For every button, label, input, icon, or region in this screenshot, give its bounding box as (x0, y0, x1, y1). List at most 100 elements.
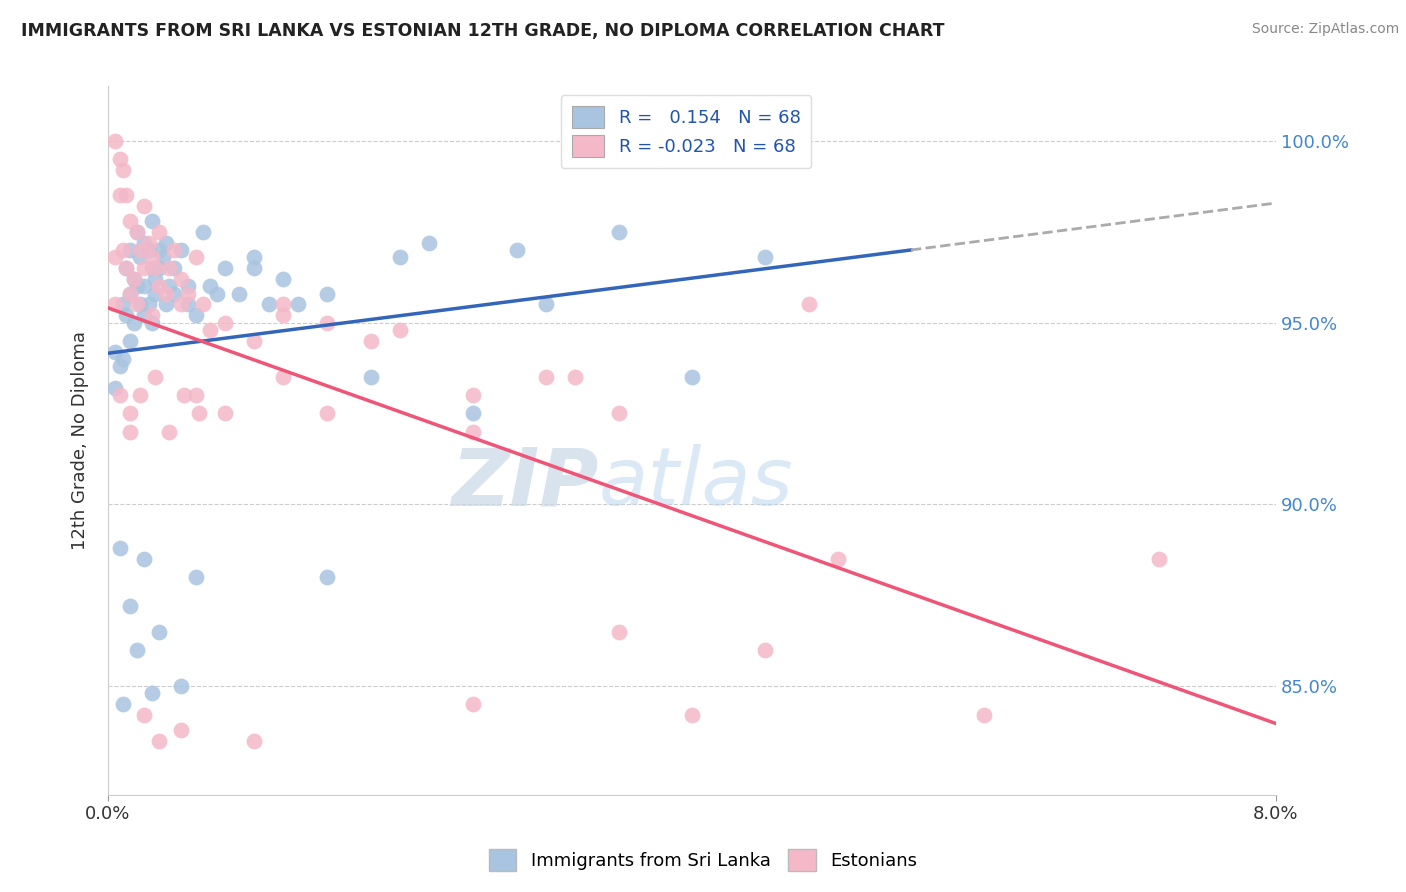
Point (138, 297, 160, 311)
Point (134, 235, 156, 250)
Point (228, 286, 250, 301)
Point (118, 286, 141, 301)
Point (754, 642, 776, 657)
Point (177, 279, 200, 293)
Point (257, 297, 280, 311)
Point (114, 261, 136, 276)
Point (184, 250, 207, 264)
Point (157, 425, 180, 439)
Point (1147, 551, 1170, 566)
Point (170, 679, 193, 693)
Point (108, 541, 131, 555)
Point (271, 297, 294, 311)
Point (163, 261, 186, 276)
Point (108, 359, 131, 374)
Point (104, 134, 127, 148)
Point (157, 261, 180, 276)
Point (141, 214, 163, 228)
Point (127, 279, 149, 293)
Point (129, 250, 152, 264)
Point (104, 297, 127, 311)
Point (177, 286, 200, 301)
Point (122, 316, 145, 330)
Point (461, 425, 484, 439)
Point (214, 407, 236, 421)
Point (134, 551, 156, 566)
Point (155, 235, 177, 250)
Point (118, 425, 141, 439)
Point (143, 370, 166, 384)
Point (118, 243, 141, 257)
Point (143, 272, 166, 286)
Point (191, 225, 214, 239)
Point (141, 261, 163, 276)
Point (111, 163, 134, 178)
Point (163, 286, 186, 301)
Point (360, 334, 382, 348)
Point (141, 316, 163, 330)
Point (111, 297, 134, 311)
Point (104, 250, 127, 264)
Point (534, 370, 557, 384)
Point (127, 642, 149, 657)
Point (506, 243, 529, 257)
Point (118, 334, 141, 348)
Point (143, 286, 166, 301)
Point (141, 309, 163, 323)
Point (607, 624, 630, 639)
Text: IMMIGRANTS FROM SRI LANKA VS ESTONIAN 12TH GRADE, NO DIPLOMA CORRELATION CHART: IMMIGRANTS FROM SRI LANKA VS ESTONIAN 12… (21, 22, 945, 40)
Point (108, 388, 131, 402)
Point (114, 261, 136, 276)
Point (388, 323, 411, 337)
Point (170, 272, 193, 286)
Point (141, 250, 163, 264)
Point (114, 188, 136, 202)
Point (138, 243, 160, 257)
Legend: Immigrants from Sri Lanka, Estonians: Immigrants from Sri Lanka, Estonians (482, 842, 924, 879)
Point (418, 235, 440, 250)
Point (127, 225, 149, 239)
Point (138, 235, 160, 250)
Text: ZIP: ZIP (451, 444, 599, 522)
Point (129, 297, 152, 311)
Point (104, 381, 127, 395)
Point (534, 297, 557, 311)
Point (214, 261, 236, 276)
Point (122, 272, 145, 286)
Point (973, 708, 995, 723)
Point (187, 407, 209, 421)
Point (118, 599, 141, 613)
Point (184, 388, 207, 402)
Point (111, 243, 134, 257)
Point (316, 407, 339, 421)
Point (143, 261, 166, 276)
Point (127, 225, 149, 239)
Point (108, 188, 131, 202)
Point (170, 243, 193, 257)
Point (271, 272, 294, 286)
Point (122, 272, 145, 286)
Point (108, 152, 131, 166)
Point (607, 225, 630, 239)
Point (243, 733, 266, 747)
Point (184, 570, 207, 584)
Point (152, 250, 174, 264)
Point (148, 624, 170, 639)
Point (461, 407, 484, 421)
Point (797, 297, 820, 311)
Point (114, 309, 136, 323)
Point (681, 370, 703, 384)
Point (681, 708, 703, 723)
Point (148, 261, 170, 276)
Point (607, 407, 630, 421)
Point (155, 297, 177, 311)
Point (287, 297, 309, 311)
Point (118, 214, 141, 228)
Point (111, 351, 134, 366)
Point (141, 686, 163, 700)
Point (461, 388, 484, 402)
Text: atlas: atlas (599, 444, 793, 522)
Point (157, 279, 180, 293)
Point (207, 286, 229, 301)
Point (134, 309, 156, 323)
